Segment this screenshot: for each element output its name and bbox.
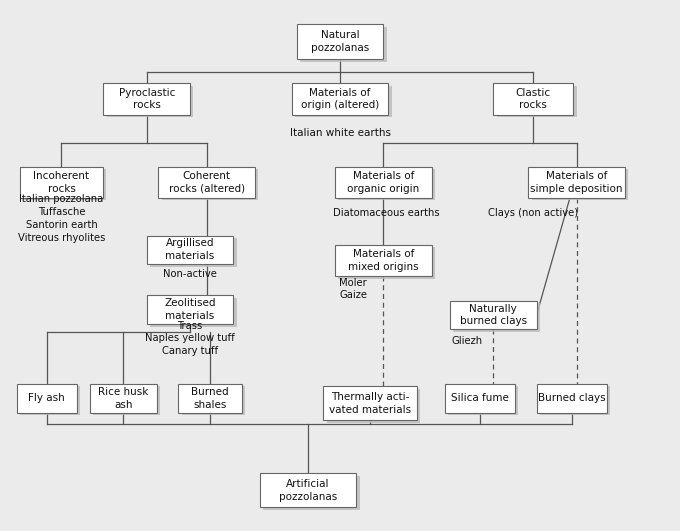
Bar	[296, 24, 384, 59]
Bar	[150, 298, 237, 327]
Bar	[493, 83, 573, 115]
Text: Artificial
pozzolanas: Artificial pozzolanas	[279, 479, 337, 502]
Text: Italian pozzolana
Tuffasche
Santorin earth
Vitreous rhyolites: Italian pozzolana Tuffasche Santorin ear…	[18, 194, 105, 243]
Bar	[20, 387, 80, 415]
Text: Clays (non active): Clays (non active)	[488, 209, 578, 218]
Text: Naturally
burned clays: Naturally burned clays	[460, 304, 527, 327]
Text: Gliezh: Gliezh	[451, 336, 482, 346]
Text: Diatomaceous earths: Diatomaceous earths	[333, 209, 440, 218]
Bar	[540, 387, 610, 415]
Bar	[300, 27, 387, 62]
Text: Silica fume: Silica fume	[451, 393, 509, 403]
Text: Moler
Gaize: Moler Gaize	[339, 278, 367, 301]
Bar	[339, 247, 435, 279]
Bar	[23, 169, 107, 201]
Bar	[17, 384, 77, 413]
Bar	[324, 387, 417, 421]
Text: Coherent
rocks (altered): Coherent rocks (altered)	[169, 171, 245, 194]
Bar	[448, 387, 518, 415]
Bar	[90, 384, 156, 413]
Bar	[260, 474, 356, 507]
Text: Materials of
mixed origins: Materials of mixed origins	[348, 249, 419, 272]
Text: Rice husk
ash: Rice husk ash	[98, 387, 149, 409]
Text: Pyroclastic
rocks: Pyroclastic rocks	[118, 88, 175, 110]
Bar	[182, 387, 245, 415]
Bar	[496, 86, 577, 117]
Bar	[528, 167, 625, 198]
Text: Materials of
simple deposition: Materials of simple deposition	[530, 171, 623, 194]
Text: Burned
shales: Burned shales	[191, 387, 229, 409]
Bar	[162, 169, 258, 201]
Bar	[178, 384, 241, 413]
Text: Zeolitised
materials: Zeolitised materials	[165, 298, 216, 321]
Text: Materials of
origin (altered): Materials of origin (altered)	[301, 88, 379, 110]
Bar	[292, 83, 388, 115]
Text: Trass
Naples yellow tuff
Canary tuff: Trass Naples yellow tuff Canary tuff	[146, 321, 235, 356]
Bar	[532, 169, 628, 201]
Bar	[147, 236, 233, 264]
Bar	[326, 389, 420, 423]
Bar	[93, 387, 160, 415]
Bar	[107, 86, 193, 117]
Bar	[103, 83, 190, 115]
Text: Natural
pozzolanas: Natural pozzolanas	[311, 30, 369, 53]
Bar	[158, 167, 255, 198]
Bar	[150, 238, 237, 267]
Text: Thermally acti-
vated materials: Thermally acti- vated materials	[329, 392, 411, 415]
Text: Fly ash: Fly ash	[29, 393, 65, 403]
Bar	[454, 303, 540, 332]
Bar	[147, 295, 233, 324]
Bar	[537, 384, 607, 413]
Bar	[339, 169, 435, 201]
Bar	[450, 301, 537, 329]
Text: Clastic
rocks: Clastic rocks	[515, 88, 551, 110]
Text: Italian white earths: Italian white earths	[290, 128, 390, 138]
Bar	[20, 167, 103, 198]
Bar	[445, 384, 515, 413]
Text: Incoherent
rocks: Incoherent rocks	[33, 171, 90, 194]
Text: Burned clays: Burned clays	[538, 393, 606, 403]
Text: Materials of
organic origin: Materials of organic origin	[347, 171, 420, 194]
Bar	[335, 167, 432, 198]
Bar	[295, 86, 392, 117]
Bar	[263, 476, 360, 510]
Bar	[335, 245, 432, 276]
Text: Non-active: Non-active	[163, 269, 217, 279]
Text: Argillised
materials: Argillised materials	[165, 238, 215, 261]
